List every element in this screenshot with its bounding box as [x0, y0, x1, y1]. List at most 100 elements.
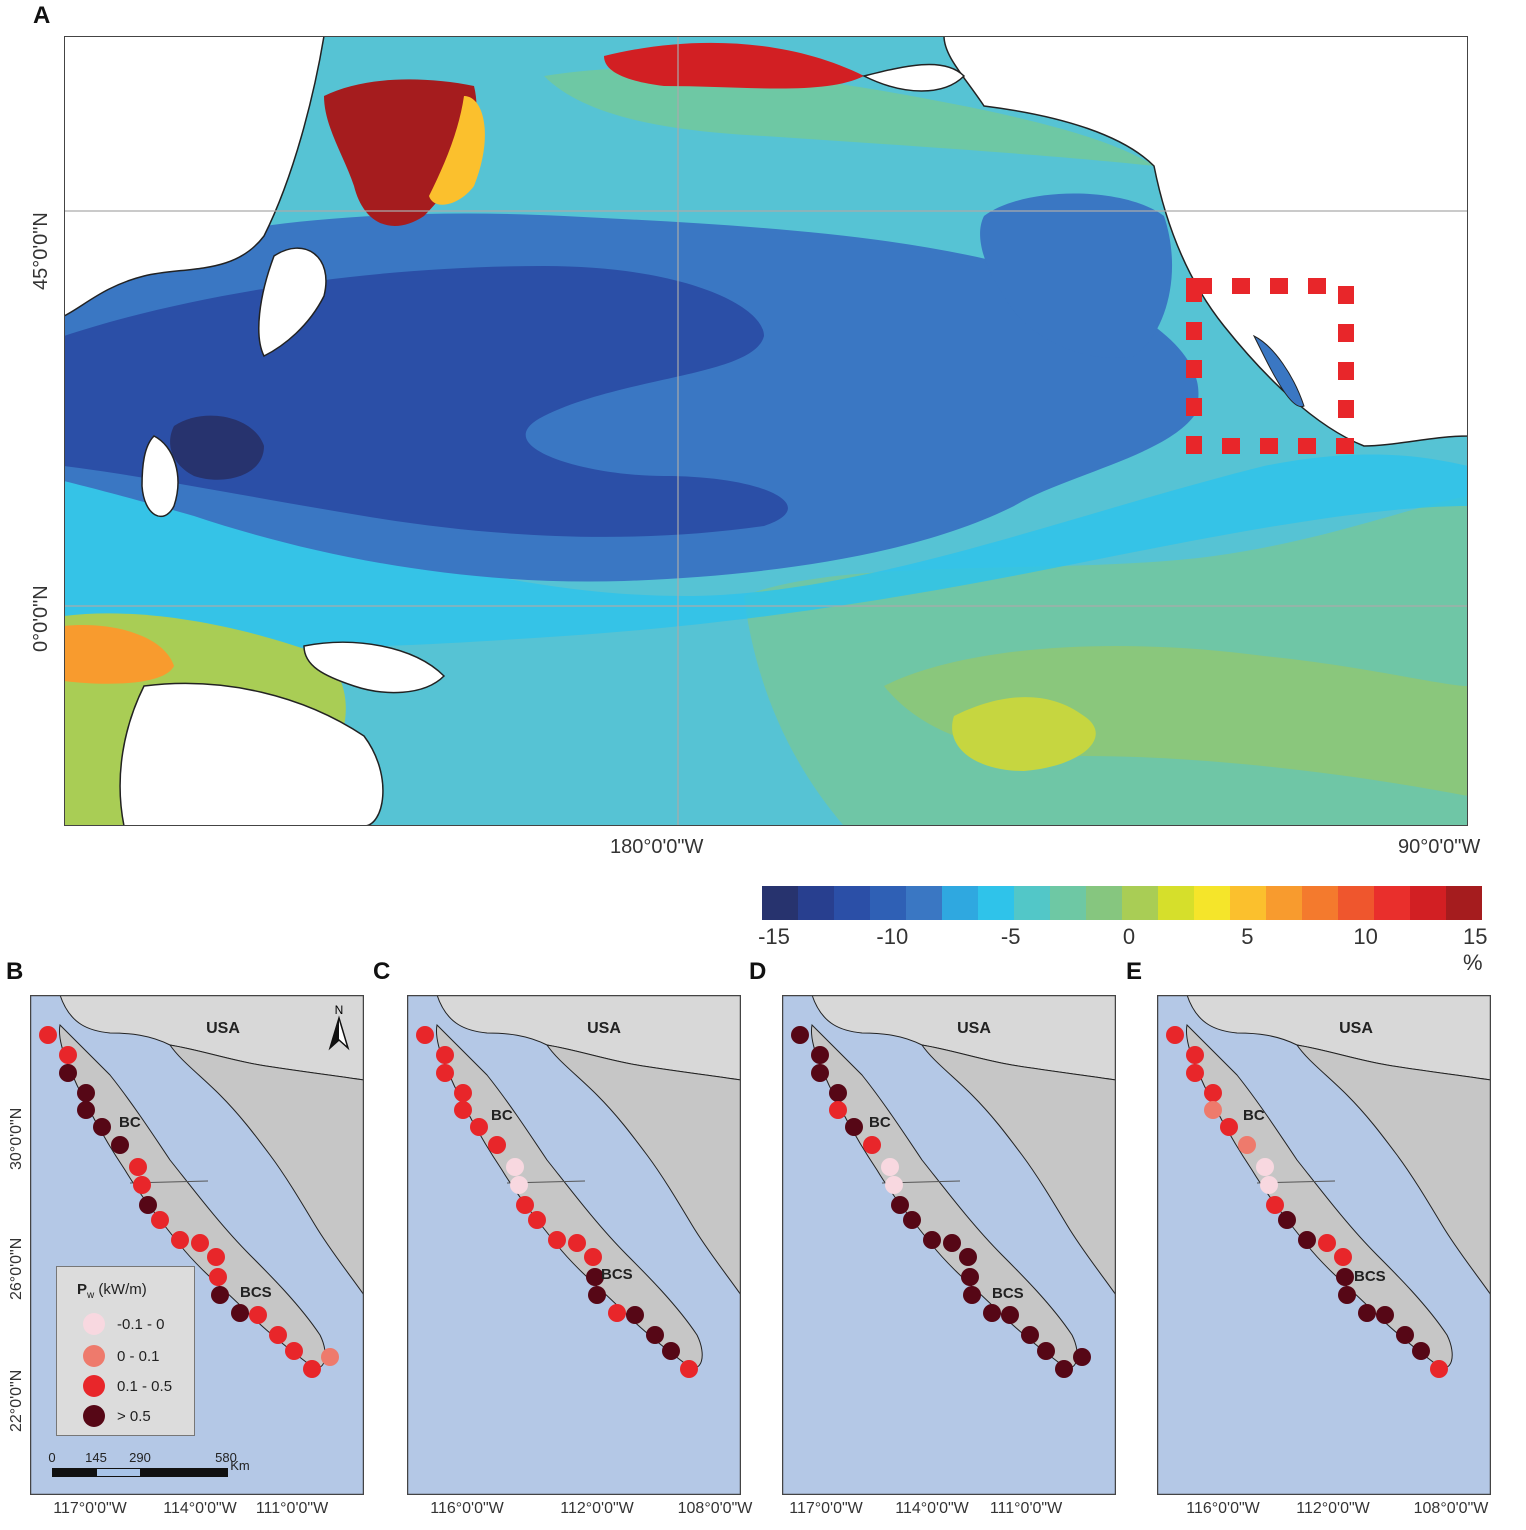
state-label-bcs-d: BCS	[992, 1285, 1024, 1302]
station-dot	[829, 1084, 847, 1102]
station-dot	[548, 1231, 566, 1249]
scale-unit: Km	[230, 1458, 250, 1473]
station-dot	[1186, 1064, 1204, 1082]
small-map-lon-label: 111°0'0"W	[255, 1500, 329, 1517]
station-dot	[1318, 1234, 1336, 1252]
legend-swatch-high	[83, 1405, 105, 1427]
map-a-lon-label-90w: 90°0'0"W	[1398, 836, 1481, 858]
station-dot	[983, 1304, 1001, 1322]
colorbar-tick-label: -5	[1000, 924, 1021, 949]
station-dot	[93, 1118, 111, 1136]
state-label-bc-b: BC	[119, 1114, 141, 1131]
panel-letter-c: C	[373, 958, 391, 985]
panel-letter-b: B	[6, 958, 24, 985]
station-dot	[1376, 1306, 1394, 1324]
country-label-usa-d: USA	[957, 1020, 991, 1037]
station-dot	[885, 1176, 903, 1194]
station-dot	[568, 1234, 586, 1252]
station-dot	[1358, 1304, 1376, 1322]
station-dot	[1055, 1360, 1073, 1378]
station-dot	[303, 1360, 321, 1378]
country-label-usa-c: USA	[587, 1020, 621, 1037]
north-orange-fringe	[429, 96, 485, 205]
station-dot	[829, 1101, 847, 1119]
north-arrow-label: N	[335, 1003, 344, 1017]
station-dot	[586, 1268, 604, 1286]
station-dot	[1430, 1360, 1448, 1378]
gulf-of-california	[1252, 334, 1305, 408]
legend-label: 0 - 0.1	[117, 1348, 160, 1365]
colorbar-swatch	[1086, 886, 1123, 920]
small-map-lon-label: 116°0'0"W	[430, 1500, 504, 1517]
station-dot	[211, 1286, 229, 1304]
small-map-lon-label: 117°0'0"W	[53, 1500, 127, 1517]
station-dot	[1073, 1348, 1091, 1366]
colorbar-tick-label: 5	[1241, 924, 1254, 949]
legend-title-sub: w	[87, 1290, 95, 1301]
colorbar-swatch	[1122, 886, 1159, 920]
colorbar-swatch	[1050, 886, 1087, 920]
legend-title: Pw (kW/m)	[77, 1281, 147, 1301]
station-dot	[321, 1348, 339, 1366]
station-dot	[77, 1101, 95, 1119]
station-dot	[923, 1231, 941, 1249]
colorbar-swatch	[1014, 886, 1051, 920]
station-dot	[891, 1196, 909, 1214]
small-map-lat-label: 30°0'0"N	[8, 1107, 25, 1170]
map-a-lon-label-180w: 180°0'0"W	[610, 836, 704, 858]
station-dot	[1220, 1118, 1238, 1136]
map-a-lat-label-45n: 45°0'0"N	[30, 212, 52, 290]
station-dot	[436, 1064, 454, 1082]
station-dot	[129, 1158, 147, 1176]
station-dot	[1021, 1326, 1039, 1344]
station-dot	[269, 1326, 287, 1344]
map-panel-d	[782, 995, 1116, 1495]
southern-green-core	[884, 646, 1468, 796]
scale-tick: 580	[215, 1450, 237, 1465]
small-map-lon-label: 111°0'0"W	[989, 1500, 1063, 1517]
panel-letter-d: D	[749, 958, 767, 985]
station-dot	[488, 1136, 506, 1154]
colorbar-swatch	[1194, 886, 1231, 920]
map-a-lat-label-0n: 0°0'0"N	[30, 585, 52, 652]
station-dot	[1396, 1326, 1414, 1344]
station-dot	[1204, 1101, 1222, 1119]
station-dot	[1001, 1306, 1019, 1324]
station-dot	[963, 1286, 981, 1304]
station-dot	[959, 1248, 977, 1266]
colorbar-swatch	[1446, 886, 1482, 920]
station-dot	[1278, 1211, 1296, 1229]
station-dot	[584, 1248, 602, 1266]
station-dot	[171, 1231, 189, 1249]
land-asia	[64, 36, 325, 317]
state-label-bcs-c: BCS	[601, 1266, 633, 1283]
station-dot	[1336, 1268, 1354, 1286]
colorbar-swatch	[942, 886, 979, 920]
station-dot	[863, 1136, 881, 1154]
colorbar-swatch	[1302, 886, 1339, 920]
scale-tick: 0	[48, 1450, 56, 1465]
map-panel-c	[407, 995, 741, 1495]
station-dot	[139, 1196, 157, 1214]
map-panel-e	[1157, 995, 1491, 1495]
land-mexico	[1295, 1044, 1491, 1296]
station-dot	[77, 1084, 95, 1102]
station-dot	[680, 1360, 698, 1378]
station-dot	[1298, 1231, 1316, 1249]
map-frame	[782, 995, 1116, 1495]
legend-title-unit: (kW/m)	[94, 1281, 147, 1298]
station-dot	[416, 1026, 434, 1044]
equatorial-light-band	[64, 454, 1468, 648]
colorbar-swatch	[870, 886, 907, 920]
station-dot	[1412, 1342, 1430, 1360]
station-dot	[285, 1342, 303, 1360]
colorbar-swatch	[762, 886, 799, 920]
station-dot	[791, 1026, 809, 1044]
station-dot	[845, 1118, 863, 1136]
southern-yellow-patch	[952, 697, 1096, 771]
country-label-usa-b: USA	[206, 1020, 240, 1037]
station-dot	[626, 1306, 644, 1324]
station-dot	[207, 1248, 225, 1266]
station-dot	[191, 1234, 209, 1252]
station-dot	[1256, 1158, 1274, 1176]
